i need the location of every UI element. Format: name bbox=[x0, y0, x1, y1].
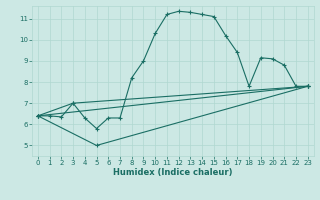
X-axis label: Humidex (Indice chaleur): Humidex (Indice chaleur) bbox=[113, 168, 233, 177]
